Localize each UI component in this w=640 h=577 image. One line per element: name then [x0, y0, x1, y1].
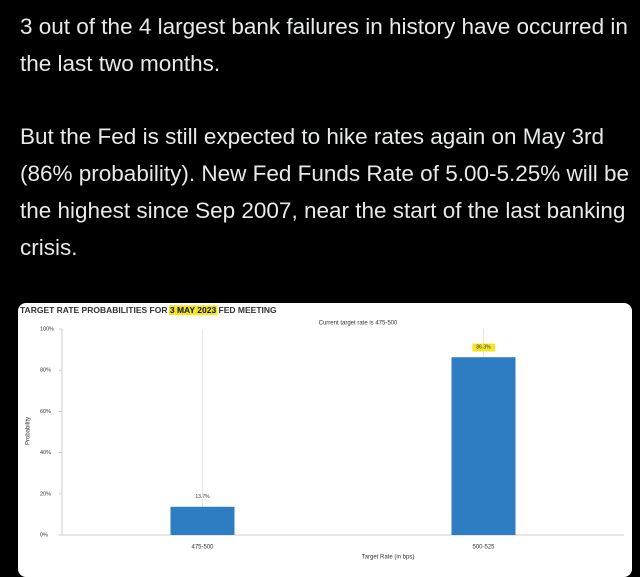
y-tick-label: 20%: [40, 491, 51, 497]
tweet-text: 3 out of the 4 largest bank failures in …: [20, 8, 635, 302]
y-tick-label: 100%: [40, 326, 54, 332]
value-label-highlight: [472, 343, 496, 352]
bar: [170, 506, 235, 535]
bar: [451, 357, 516, 535]
value-label: 86.3%: [476, 345, 491, 351]
tweet-paragraph: But the Fed is still expected to hike ra…: [20, 124, 630, 260]
chart-subtitle: Current target rate is 475-500: [319, 321, 398, 327]
chart-image: TARGET RATE PROBABILITIES FOR 3 MAY 2023…: [18, 303, 632, 577]
y-tick-label: 0%: [40, 532, 48, 538]
y-tick-label: 40%: [40, 450, 51, 456]
title-highlight: 3 MAY 2023: [170, 305, 217, 315]
value-label: 13.7%: [195, 494, 210, 500]
y-axis-label: Probability: [26, 417, 32, 445]
title-part: FED MEETING: [216, 305, 277, 315]
y-tick-label: 80%: [40, 368, 51, 374]
y-tick-label: 60%: [40, 409, 51, 415]
chart-title: TARGET RATE PROBABILITIES FOR 3 MAY 2023…: [20, 305, 277, 315]
title-part: TARGET RATE PROBABILITIES FOR: [20, 305, 170, 315]
x-tick-label: 475-500: [191, 545, 214, 551]
tweet-paragraph: 3 out of the 4 largest bank failures in …: [20, 14, 628, 76]
x-axis-label: Target Rate (in bps): [362, 555, 415, 561]
title-highlight-box: [168, 305, 218, 316]
x-tick-label: 500-525: [472, 545, 495, 551]
